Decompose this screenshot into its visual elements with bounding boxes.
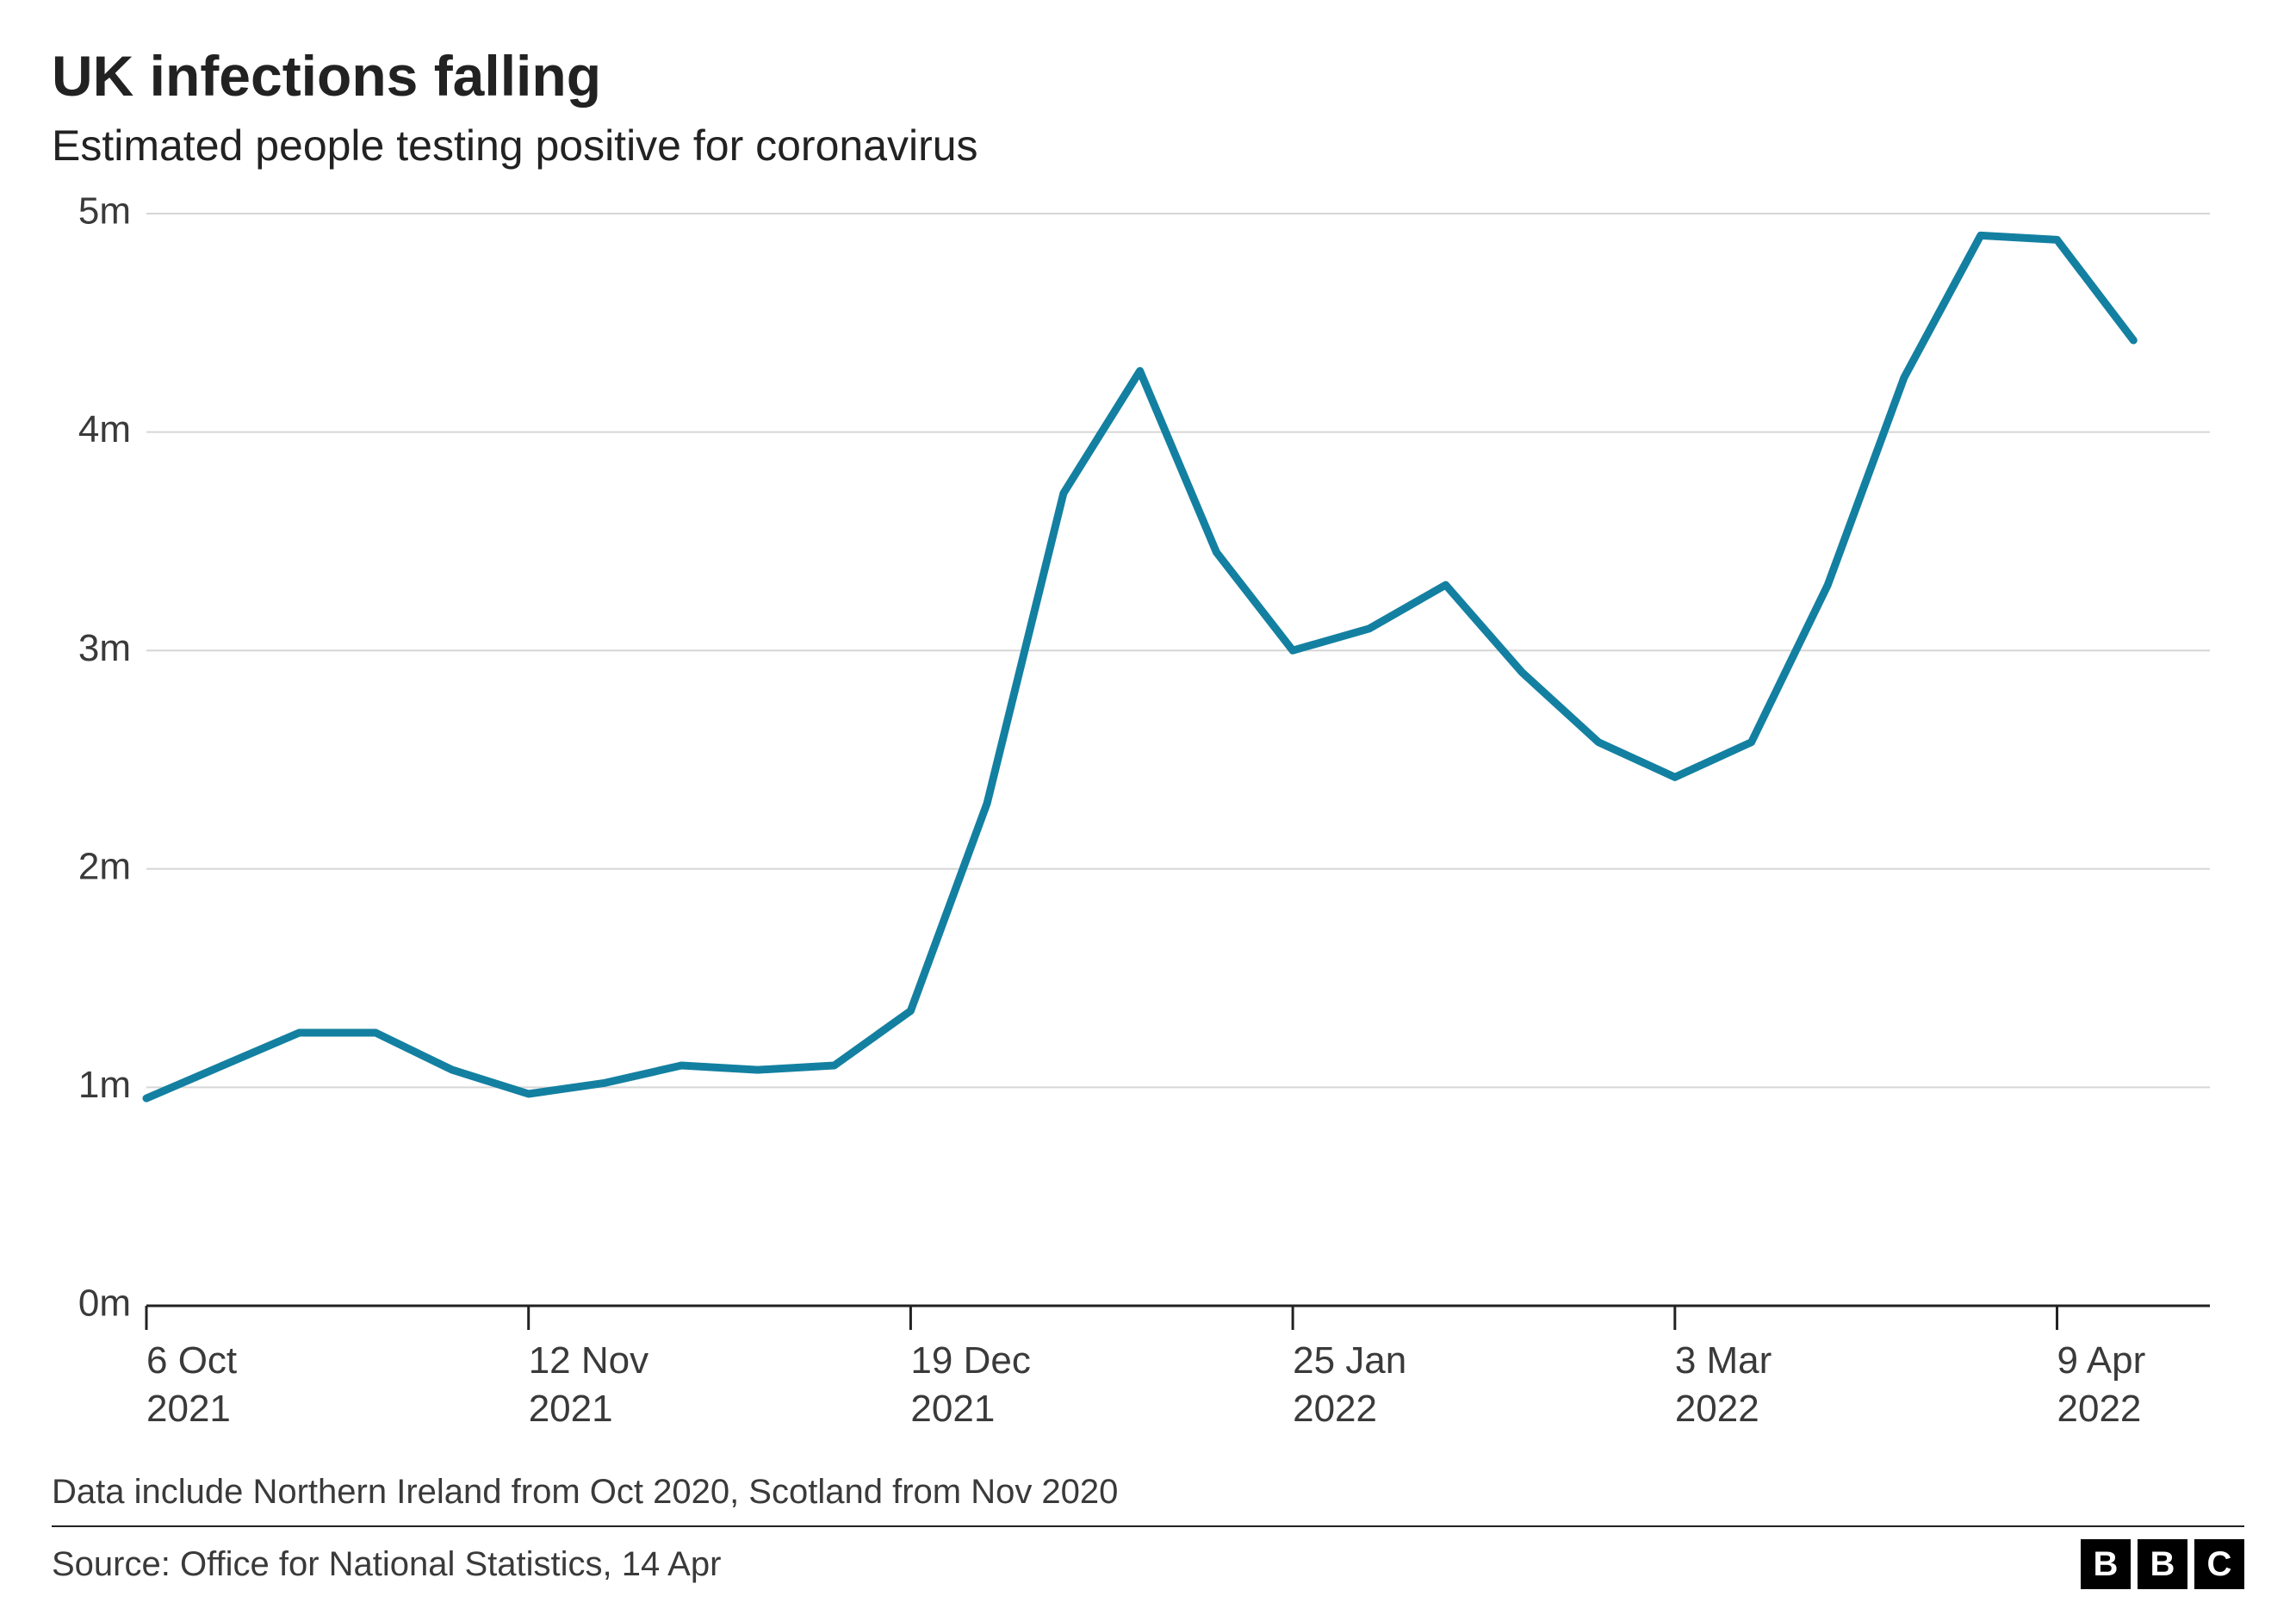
bbc-logo-box: B [2138,1539,2187,1589]
x-axis-label-line2: 2021 [910,1388,995,1430]
source-row: Source: Office for National Statistics, … [52,1539,2244,1589]
x-axis-label-line1: 6 Oct [146,1339,237,1382]
y-axis-label: 4m [78,408,131,450]
bbc-logo-box: C [2194,1539,2244,1589]
footnote-text: Data include Northern Ireland from Oct 2… [52,1473,2244,1512]
chart-container: UK infections falling Estimated people t… [0,0,2296,1615]
y-axis-label: 5m [78,190,131,233]
chart-subtitle: Estimated people testing positive for co… [52,121,2244,171]
chart-footer: Data include Northern Ireland from Oct 2… [52,1473,2244,1589]
x-axis-label-line1: 3 Mar [1675,1339,1772,1382]
x-axis-label-line2: 2021 [529,1388,613,1430]
y-axis-label: 2m [78,845,131,887]
title-block: UK infections falling Estimated people t… [52,43,2244,171]
x-axis-label-line1: 12 Nov [529,1339,648,1382]
x-axis-label-line1: 19 Dec [910,1339,1030,1382]
plot-area: 0m 1m 2m 3m 4m 5m 6 Oct 2021 12 Nov 2021 19 Dec 202… [52,188,2244,1452]
line-chart-svg: 0m 1m 2m 3m 4m 5m 6 Oct 2021 12 Nov 2021 19 Dec 202… [52,188,2244,1452]
x-axis-label-line2: 2022 [2057,1388,2142,1430]
y-axis-label: 0m [78,1283,131,1325]
series-line [146,235,2133,1098]
x-axis-label-line1: 9 Apr [2057,1339,2146,1382]
x-axis-label-line1: 25 Jan [1293,1339,1406,1382]
x-axis-label-line2: 2022 [1293,1388,1377,1430]
chart-title: UK infections falling [52,43,2244,109]
x-axis-label-line2: 2022 [1675,1388,1759,1430]
footer-divider [52,1525,2244,1527]
bbc-logo: BBC [2081,1539,2244,1589]
y-axis-label: 3m [78,627,131,669]
source-text: Source: Office for National Statistics, … [52,1545,721,1584]
x-axis-label-line2: 2021 [146,1388,231,1430]
y-axis-label: 1m [78,1064,131,1106]
bbc-logo-box: B [2081,1539,2131,1589]
